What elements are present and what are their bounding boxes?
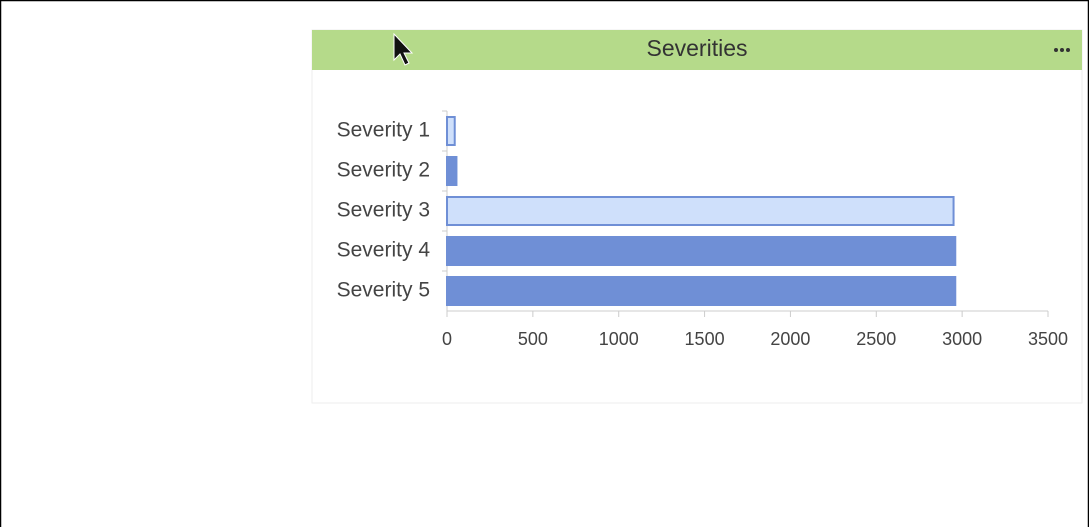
x-tick-label: 3500 <box>1028 329 1068 349</box>
bar <box>446 196 955 226</box>
menu-dot <box>1060 48 1064 52</box>
widget-title: Severities <box>647 35 748 61</box>
y-tick-label: Severity 4 <box>337 239 431 262</box>
y-tick-label: Severity 1 <box>337 119 430 142</box>
x-tick-label: 0 <box>442 329 452 349</box>
x-tick-label: 2500 <box>856 329 896 349</box>
y-tick-label: Severity 3 <box>337 199 430 222</box>
menu-dot <box>1054 48 1058 52</box>
menu-dot <box>1066 48 1070 52</box>
bar <box>446 156 458 186</box>
y-tick-label: Severity 2 <box>337 159 430 182</box>
x-tick-label: 500 <box>518 329 548 349</box>
menu-button[interactable] <box>1054 48 1070 52</box>
mouse-cursor <box>393 32 414 66</box>
x-tick-label: 3000 <box>942 329 982 349</box>
widget-header <box>312 30 1082 70</box>
bar <box>446 276 957 306</box>
y-tick-label: Severity 5 <box>337 279 430 302</box>
x-tick-label: 2000 <box>770 329 810 349</box>
x-tick-label: 1000 <box>599 329 639 349</box>
bar <box>446 236 957 266</box>
x-tick-label: 1500 <box>685 329 725 349</box>
bar <box>446 116 456 146</box>
